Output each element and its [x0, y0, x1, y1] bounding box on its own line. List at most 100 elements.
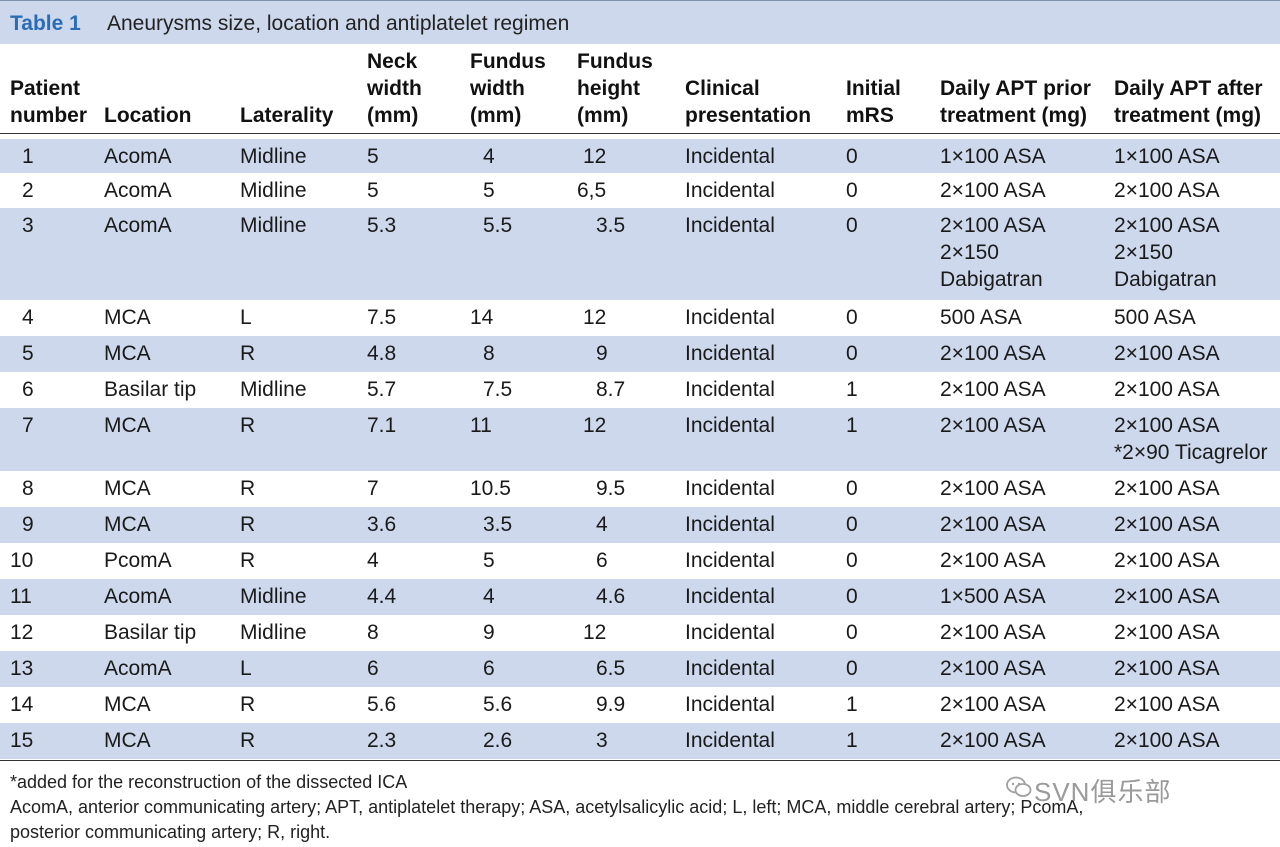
table-row: 7 MCA R 7.1 11 12 Incidental 1 2×100 ASA 2×100 AS… [0, 408, 1280, 471]
cell-patient-number: 10 [10, 549, 34, 572]
cell-fundus-height: 3 [596, 729, 608, 752]
cell-clinical-presentation: Incidental [685, 214, 775, 237]
cell-apt-prior: 500 ASA [940, 306, 1022, 329]
cell-fundus-height: 9 [596, 342, 608, 365]
cell-neck-width: 5.6 [367, 693, 397, 716]
cell-fundus-height: 4 [596, 513, 608, 536]
cell-laterality: Midline [240, 214, 307, 237]
cell-initial-mrs: 0 [846, 585, 858, 608]
table-row: 2 AcomA Midline 5 5 6,5 Incidental 0 2×100 ASA 2×… [0, 173, 1280, 208]
cell-location: AcomA [104, 145, 172, 168]
column-header-initial-mrs: Initial mRS [846, 77, 901, 127]
table-row: 13 AcomA L 6 6 6.5 Incidental 0 2×100 ASA 2×100 A… [0, 651, 1280, 687]
column-header-patient-number: Patient number [10, 77, 88, 127]
cell-apt-prior: 1×100 ASA [940, 145, 1046, 168]
cell-location: MCA [104, 414, 151, 437]
cell-initial-mrs: 0 [846, 214, 858, 237]
cell-initial-mrs: 0 [846, 342, 858, 365]
cell-fundus-height: 3.5 [596, 214, 626, 237]
cell-laterality: L [240, 306, 252, 329]
cell-apt-after: 2×100 ASA [1114, 513, 1220, 536]
cell-clinical-presentation: Incidental [685, 342, 775, 365]
column-header-laterality: Laterality [240, 104, 334, 127]
cell-initial-mrs: 1 [846, 693, 858, 716]
cell-laterality: R [240, 477, 256, 500]
cell-patient-number: 4 [22, 306, 34, 329]
cell-laterality: R [240, 693, 256, 716]
cell-neck-width: 2.3 [367, 729, 397, 752]
cell-initial-mrs: 1 [846, 378, 858, 401]
cell-fundus-width: 11 [470, 414, 492, 437]
cell-clinical-presentation: Incidental [685, 306, 775, 329]
cell-neck-width: 3.6 [367, 513, 397, 536]
cell-clinical-presentation: Incidental [685, 621, 775, 644]
table-row: 9 MCA R 3.6 3.5 4 Incidental 0 2×100 ASA 2×100 AS… [0, 507, 1280, 543]
column-header-apt-after: Daily APT after treatment (mg) [1114, 77, 1263, 127]
cell-laterality: Midline [240, 585, 307, 608]
cell-laterality: R [240, 414, 256, 437]
cell-location: MCA [104, 342, 151, 365]
cell-apt-after: 2×100 ASA [1114, 179, 1220, 202]
cell-clinical-presentation: Incidental [685, 585, 775, 608]
cell-laterality: Midline [240, 378, 307, 401]
table-row: 11 AcomA Midline 4.4 4 4.6 Incidental 0 1×500 AS… [0, 579, 1280, 615]
cell-apt-after: 2×100 ASA [1114, 729, 1220, 752]
cell-location: MCA [104, 306, 151, 329]
cell-location: MCA [104, 477, 151, 500]
cell-neck-width: 5 [367, 179, 379, 202]
cell-fundus-height: 8.7 [596, 378, 626, 401]
table-row: 1 AcomA Midline 5 4 12 Incidental 0 1×100 ASA 1×1… [0, 139, 1280, 173]
cell-apt-prior: 2×100 ASA [940, 621, 1046, 644]
cell-clinical-presentation: Incidental [685, 179, 775, 202]
cell-apt-prior: 2×100 ASA [940, 342, 1046, 365]
cell-laterality: Midline [240, 145, 307, 168]
cell-clinical-presentation: Incidental [685, 549, 775, 572]
cell-initial-mrs: 0 [846, 306, 858, 329]
column-header-location: Location [104, 104, 192, 127]
cell-apt-prior: 2×100 ASA [940, 657, 1046, 680]
cell-fundus-height: 12 [583, 414, 607, 437]
cell-clinical-presentation: Incidental [685, 145, 775, 168]
cell-initial-mrs: 0 [846, 145, 858, 168]
footnote-asterisk: *added for the reconstruction of the dis… [10, 772, 408, 792]
cell-location: Basilar tip [104, 378, 197, 401]
cell-apt-after: 2×100 ASA [1114, 621, 1220, 644]
cell-clinical-presentation: Incidental [685, 657, 775, 680]
cell-neck-width: 5.7 [367, 378, 397, 401]
cell-patient-number: 6 [22, 378, 34, 401]
cell-location: AcomA [104, 214, 172, 237]
cell-laterality: Midline [240, 621, 307, 644]
cell-patient-number: 15 [10, 729, 34, 752]
cell-clinical-presentation: Incidental [685, 477, 775, 500]
cell-fundus-width: 10.5 [470, 477, 511, 500]
cell-apt-after: 2×100 ASA [1114, 585, 1220, 608]
cell-apt-prior: 2×100 ASA [940, 729, 1046, 752]
cell-neck-width: 7.1 [367, 414, 397, 437]
cell-fundus-height: 12 [583, 621, 607, 644]
cell-neck-width: 4.4 [367, 585, 397, 608]
cell-initial-mrs: 0 [846, 657, 858, 680]
cell-patient-number: 2 [22, 179, 34, 202]
cell-patient-number: 7 [22, 414, 34, 437]
cell-fundus-width: 5 [483, 179, 495, 202]
cell-apt-after: 2×100 ASA [1114, 549, 1220, 572]
cell-initial-mrs: 0 [846, 477, 858, 500]
cell-initial-mrs: 0 [846, 621, 858, 644]
cell-apt-prior: 2×100 ASA [940, 179, 1046, 202]
column-header-clinical-presentation: Clinical presentation [685, 77, 812, 127]
wechat-icon [1006, 776, 1032, 797]
cell-patient-number: 3 [22, 214, 34, 237]
cell-neck-width: 6 [367, 657, 379, 680]
cell-location: AcomA [104, 585, 172, 608]
cell-initial-mrs: 1 [846, 414, 858, 437]
table-row: 6 Basilar tip Midline 5.7 7.5 8.7 Incidental 1 2… [0, 372, 1280, 408]
cell-apt-prior: 2×100 ASA [940, 477, 1046, 500]
table-bottom-rule [0, 760, 1280, 761]
cell-patient-number: 1 [22, 145, 34, 168]
cell-apt-after: 2×100 ASA [1114, 342, 1220, 365]
cell-apt-prior: 2×100 ASA [940, 693, 1046, 716]
cell-location: MCA [104, 729, 151, 752]
column-header-fundus-width: Fundus width (mm) [470, 50, 546, 127]
cell-apt-prior: 2×100 ASA [940, 378, 1046, 401]
cell-patient-number: 12 [10, 621, 34, 644]
